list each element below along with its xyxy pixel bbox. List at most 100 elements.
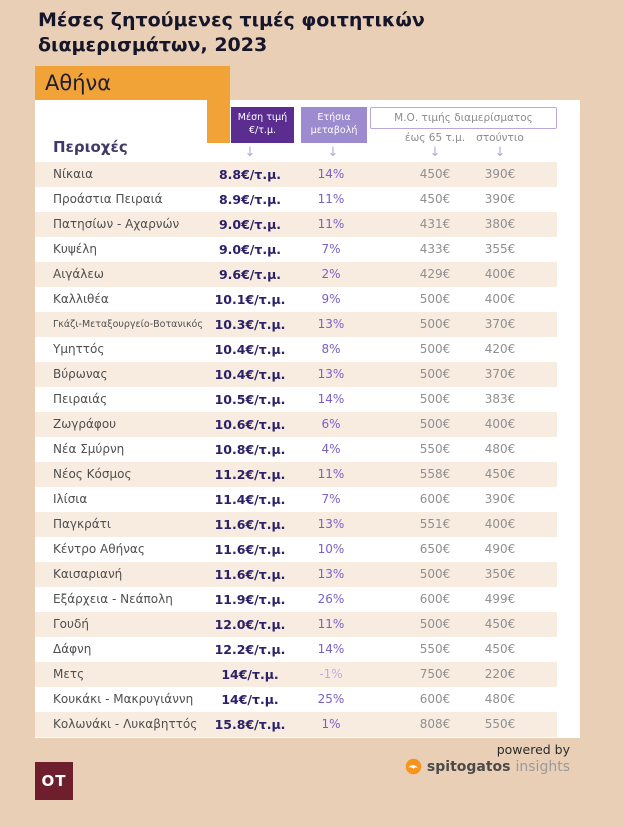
avg-price-studio-cell: 355€ [484, 242, 516, 256]
price-per-sqm-cell: 11.6€/τ.μ. [214, 542, 286, 557]
annual-change-cell: 7% [321, 242, 341, 256]
spitogatos-logo: spitogatos insights [405, 758, 570, 775]
avg-price-65sqm-cell: 600€ [419, 692, 451, 706]
avg-price-studio-cell: 499€ [484, 592, 516, 606]
price-per-sqm-cell: 15.8€/τ.μ. [214, 717, 286, 732]
avg-price-65sqm-cell: 500€ [419, 392, 451, 406]
annual-change-cell: 11% [317, 467, 345, 481]
avg-price-65sqm-cell: 429€ [419, 267, 451, 281]
region-cell: Νίκαια [53, 167, 93, 181]
avg-price-studio-cell: 370€ [484, 367, 516, 381]
region-cell: Κουκάκι - Μακρυγιάννη [53, 692, 194, 706]
annual-change-cell: 25% [317, 692, 345, 706]
avg-price-65sqm-cell: 500€ [419, 567, 451, 581]
table-body: Νίκαια 8.8€/τ.μ. 14% 450€ 390€ Προάστια Πειρα… [35, 162, 557, 737]
avg-price-65sqm-cell: 550€ [419, 442, 451, 456]
annual-change-cell: 8% [321, 342, 341, 356]
avg-price-studio-cell: 383€ [484, 392, 516, 406]
price-per-sqm-cell: 8.9€/τ.μ. [218, 192, 282, 207]
table-row: Καλλιθέα 10.1€/τ.μ. 9% 500€ 400€ [35, 287, 557, 312]
region-cell: Κέντρο Αθήνας [53, 542, 145, 556]
column-header-avg-price-per-sqm: Μέση τιμή €/τ.μ. [231, 107, 294, 143]
city-banner: Αθήνα [35, 66, 230, 100]
spitogatos-bird-icon [405, 758, 422, 775]
price-per-sqm-cell: 11.2€/τ.μ. [214, 467, 286, 482]
annual-change-cell: 4% [321, 442, 341, 456]
region-cell: Δάφνη [53, 642, 92, 656]
annual-change-cell: 13% [317, 517, 345, 531]
brand-name: spitogatos [426, 758, 511, 775]
price-per-sqm-cell: 10.3€/τ.μ. [214, 317, 286, 332]
price-per-sqm-cell: 12.2€/τ.μ. [214, 642, 286, 657]
region-cell: Καλλιθέα [53, 292, 109, 306]
region-cell: Γουδή [53, 617, 89, 631]
region-cell: Κυψέλη [53, 242, 97, 256]
annual-change-cell: 1% [321, 717, 341, 731]
table-row: Κολωνάκι - Λυκαβηττός 15.8€/τ.μ. 1% 808€ 550… [35, 712, 557, 737]
table-row: Υμηττός 10.4€/τ.μ. 8% 500€ 420€ [35, 337, 557, 362]
table-row: Πατησίων - Αχαρνών 9.0€/τ.μ. 11% 431€ 380€ [35, 212, 557, 237]
table-row: Προάστια Πειραιά 8.9€/τ.μ. 11% 450€ 390€ [35, 187, 557, 212]
price-per-sqm-cell: 10.8€/τ.μ. [214, 442, 286, 457]
avg-price-studio-cell: 220€ [484, 667, 516, 681]
price-per-sqm-cell: 9.6€/τ.μ. [218, 267, 282, 282]
table-header: Περιοχές Μέση τιμή €/τ.μ. ↓ Ετήσια μεταβ… [35, 100, 580, 162]
table-row: Βύρωνας 10.4€/τ.μ. 13% 500€ 370€ [35, 362, 557, 387]
avg-price-65sqm-cell: 500€ [419, 617, 451, 631]
table-row: Καισαριανή 11.6€/τ.μ. 13% 500€ 350€ [35, 562, 557, 587]
avg-price-studio-cell: 380€ [484, 217, 516, 231]
avg-price-65sqm-cell: 431€ [419, 217, 451, 231]
table-row: Εξάρχεια - Νεάπολη 11.9€/τ.μ. 26% 600€ 499€ [35, 587, 557, 612]
avg-price-studio-cell: 350€ [484, 567, 516, 581]
annual-change-cell: 11% [317, 617, 345, 631]
region-cell: Υμηττός [53, 342, 105, 356]
avg-price-65sqm-cell: 600€ [419, 492, 451, 506]
table-row: Κουκάκι - Μακρυγιάννη 14€/τ.μ. 25% 600€ 480€ [35, 687, 557, 712]
price-per-sqm-cell: 14€/τ.μ. [221, 692, 279, 707]
avg-price-studio-cell: 390€ [484, 192, 516, 206]
price-per-sqm-cell: 12.0€/τ.μ. [214, 617, 286, 632]
region-cell: Καισαριανή [53, 567, 123, 581]
price-per-sqm-cell: 9.0€/τ.μ. [218, 217, 282, 232]
region-cell: Νέος Κόσμος [53, 467, 132, 481]
avg-price-studio-cell: 480€ [484, 442, 516, 456]
price-per-sqm-cell: 8.8€/τ.μ. [218, 167, 282, 182]
powered-by-label: powered by [496, 742, 570, 757]
table-row: Γουδή 12.0€/τ.μ. 11% 500€ 450€ [35, 612, 557, 637]
price-per-sqm-cell: 10.6€/τ.μ. [214, 417, 286, 432]
table-row: Κέντρο Αθήνας 11.6€/τ.μ. 10% 650€ 490€ [35, 537, 557, 562]
brand-suffix: insights [515, 758, 571, 775]
column-header-regions: Περιοχές [53, 138, 128, 156]
avg-price-65sqm-cell: 433€ [419, 242, 451, 256]
table-row: Μετς 14€/τ.μ. -1% 750€ 220€ [35, 662, 557, 687]
annual-change-cell: 6% [321, 417, 341, 431]
avg-price-65sqm-cell: 450€ [419, 192, 451, 206]
avg-price-65sqm-cell: 500€ [419, 342, 451, 356]
annual-change-cell: 9% [321, 292, 341, 306]
avg-price-studio-cell: 450€ [484, 642, 516, 656]
annual-change-cell: 14% [317, 392, 345, 406]
region-cell: Ιλίσια [53, 492, 88, 506]
down-arrow-icon: ↓ [494, 145, 506, 160]
annual-change-cell: -1% [319, 667, 343, 681]
annual-change-cell: 26% [317, 592, 345, 606]
city-label: Αθήνα [45, 71, 112, 95]
region-cell: Ζωγράφου [53, 417, 117, 431]
annual-change-cell: 14% [317, 642, 345, 656]
table-row: Νίκαια 8.8€/τ.μ. 14% 450€ 390€ [35, 162, 557, 187]
price-per-sqm-cell: 9.0€/τ.μ. [218, 242, 282, 257]
avg-price-65sqm-cell: 600€ [419, 592, 451, 606]
table-row: Αιγάλεω 9.6€/τ.μ. 2% 429€ 400€ [35, 262, 557, 287]
avg-price-65sqm-cell: 650€ [419, 542, 451, 556]
annual-change-cell: 11% [317, 217, 345, 231]
region-cell: Γκάζι-Μεταξουργείο-Βοτανικός [53, 319, 203, 330]
table-row: Παγκράτι 11.6€/τ.μ. 13% 551€ 400€ [35, 512, 557, 537]
region-cell: Κολωνάκι - Λυκαβηττός [53, 717, 198, 731]
annual-change-cell: 13% [317, 567, 345, 581]
region-cell: Εξάρχεια - Νεάπολη [53, 592, 173, 606]
avg-price-65sqm-cell: 450€ [419, 167, 451, 181]
avg-price-65sqm-cell: 500€ [419, 317, 451, 331]
avg-price-studio-cell: 480€ [484, 692, 516, 706]
price-per-sqm-cell: 10.4€/τ.μ. [214, 342, 286, 357]
avg-price-65sqm-cell: 750€ [419, 667, 451, 681]
